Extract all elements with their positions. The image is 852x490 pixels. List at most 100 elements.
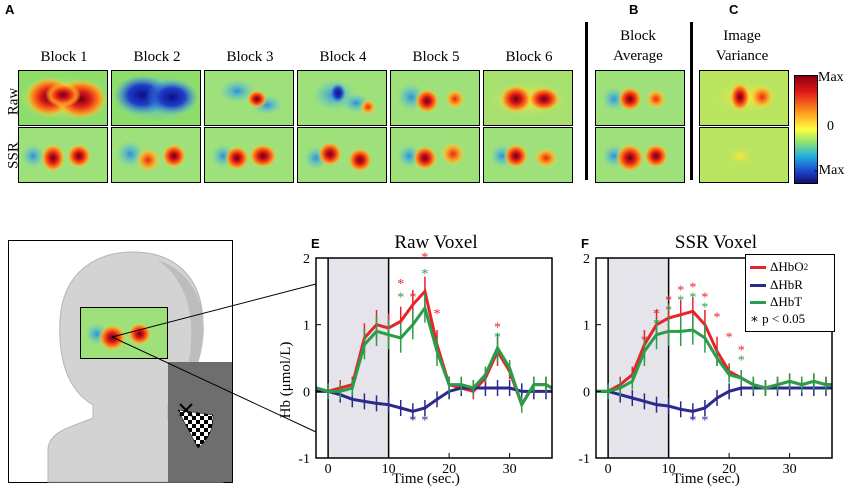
legend-label-hbt: ΔHbT <box>770 294 803 309</box>
significance-star-4: * <box>665 304 672 319</box>
panel-label-a: A <box>5 2 15 17</box>
colorbar <box>794 75 818 184</box>
significance-star-16: * <box>701 414 708 429</box>
plot-frame <box>595 257 833 459</box>
block-6-header: Block 6 <box>505 49 553 65</box>
separator-b-c <box>690 22 693 180</box>
colorbar-max-label: Max <box>818 70 844 85</box>
block-2-header: Block 2 <box>133 49 181 65</box>
raw-voxel-chart: Raw Voxel Hb (μmol/L) Time (sec.) 0 10 20 3… <box>278 232 553 487</box>
legend-swatch-hbt <box>750 300 766 304</box>
significance-star-9: * <box>421 414 428 429</box>
legend-label-hbr: ΔHbR <box>770 277 803 292</box>
significance-star-6: * <box>677 294 684 309</box>
significance-star-15: * <box>689 414 696 429</box>
legend: ΔHbO 2 ΔHbR ΔHbT ∗ p < 0.05 <box>745 254 835 332</box>
significance-star-7: * <box>689 280 696 295</box>
block-4-header: Block 4 <box>319 49 367 65</box>
series-line-ΔHbT <box>596 328 832 393</box>
ssr-voxel-plot: SSR Voxel Time (sec.) 0 10 20 30 -1 0 1 2 * * * * * *… <box>556 230 852 490</box>
legend-label-hbo2: ΔHbO <box>770 259 804 274</box>
map-raw-block-4 <box>297 70 387 126</box>
separator-a-b <box>585 22 588 180</box>
ssr-voxel-chart: SSR Voxel Time (sec.) 0 10 20 30-1012******… <box>578 232 833 487</box>
legend-item-hbt: ΔHbT <box>750 294 802 310</box>
significance-star-2: * <box>409 290 416 305</box>
colorbar-zero-label: 0 <box>827 119 834 134</box>
map-ssr-block-3 <box>204 127 294 183</box>
ytick-label-1: 0 <box>583 385 590 400</box>
xtick-label-3: 30 <box>783 462 797 477</box>
significance-star-6: * <box>494 320 501 335</box>
ytick-label-3: 2 <box>303 252 310 267</box>
significance-star-4: * <box>421 267 428 282</box>
significance-star-14: * <box>738 354 745 369</box>
panel-label-e: E <box>311 236 320 251</box>
block-1-header: Block 1 <box>40 49 88 65</box>
map-ssr-block-4 <box>297 127 387 183</box>
image-variance-header: Image Variance <box>696 26 788 66</box>
block-3-header: Block 3 <box>226 49 274 65</box>
significance-star-7: * <box>494 330 501 345</box>
map-raw-block-1 <box>18 70 108 126</box>
block-5-header: Block 5 <box>412 49 460 65</box>
raw-voxel-plot: Raw Voxel Hb (μmol/L) Time (sec.) 0 10 20 3… <box>276 230 568 490</box>
xtick-label-1: 10 <box>662 462 676 477</box>
significance-star-5: * <box>677 284 684 299</box>
panel-label-b: B <box>629 2 639 17</box>
significance-star-1: * <box>397 290 404 305</box>
significance-star-9: * <box>701 290 708 305</box>
xtick-label-2: 20 <box>722 462 736 477</box>
legend-item-hbr: ΔHbR <box>750 277 803 293</box>
ytick-label-1: 0 <box>303 385 310 400</box>
xtick-label-1: 10 <box>382 462 396 477</box>
map-ssr-block-average <box>595 127 685 183</box>
ssr-voxel-title: SSR Voxel <box>675 232 757 253</box>
ytick-label-3: 2 <box>583 252 590 267</box>
series-line-ΔHbT <box>315 304 553 409</box>
legend-swatch-hbo2 <box>750 265 766 269</box>
colorbar-min-label: -Max <box>814 163 845 178</box>
series-line-ΔHbR <box>596 386 832 413</box>
raw-voxel-title: Raw Voxel <box>394 232 477 253</box>
significance-star-8: * <box>689 290 696 305</box>
ssr-voxel-xlabel: Time (sec.) <box>672 471 740 487</box>
xtick-label-0: 0 <box>325 462 332 477</box>
map-raw-block-3 <box>204 70 294 126</box>
legend-swatch-hbr <box>750 283 766 287</box>
significance-star-0: * <box>641 334 648 349</box>
legend-label-hbo2-sub: 2 <box>803 262 809 272</box>
map-raw-image-variance <box>699 70 789 126</box>
image-variance-line1: Image <box>723 28 761 44</box>
legend-item-hbo2: ΔHbO 2 <box>750 259 808 275</box>
map-raw-block-2 <box>111 70 201 126</box>
map-raw-block-6 <box>483 70 573 126</box>
significance-star-2: * <box>653 317 660 332</box>
plot-frame <box>315 257 553 459</box>
head-inset-map <box>80 307 168 359</box>
ytick-label-0: -1 <box>578 452 590 467</box>
significance-star-10: * <box>701 300 708 315</box>
significance-star-5: * <box>434 307 441 322</box>
ytick-label-2: 1 <box>583 319 590 334</box>
raw-voxel-xlabel: Time (sec.) <box>392 471 460 487</box>
raw-voxel-ylabel: Hb (μmol/L) <box>278 342 294 419</box>
map-ssr-block-2 <box>111 127 201 183</box>
panel-label-f: F <box>581 236 589 251</box>
map-ssr-image-variance <box>699 127 789 183</box>
significance-star-11: * <box>714 310 721 325</box>
map-ssr-block-1 <box>18 127 108 183</box>
map-ssr-block-6 <box>483 127 573 183</box>
xtick-label-3: 30 <box>503 462 517 477</box>
significance-star-1: * <box>653 307 660 322</box>
significance-star-3: * <box>421 250 428 265</box>
block-average-line2: Average <box>613 48 663 64</box>
map-raw-block-average <box>595 70 685 126</box>
block-average-header: Block Average <box>592 26 684 66</box>
significance-star-12: * <box>726 330 733 345</box>
map-ssr-block-5 <box>390 127 480 183</box>
map-raw-block-5 <box>390 70 480 126</box>
significance-star-3: * <box>665 294 672 309</box>
ytick-label-2: 1 <box>303 319 310 334</box>
